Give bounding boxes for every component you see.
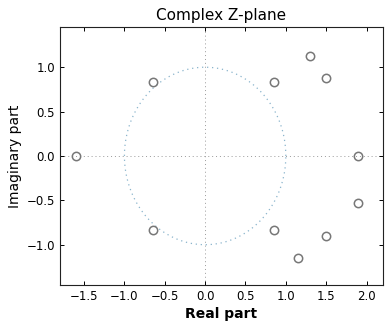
X-axis label: Real part: Real part [185, 307, 257, 321]
Y-axis label: Imaginary part: Imaginary part [8, 104, 22, 208]
Title: Complex Z-plane: Complex Z-plane [156, 8, 286, 23]
